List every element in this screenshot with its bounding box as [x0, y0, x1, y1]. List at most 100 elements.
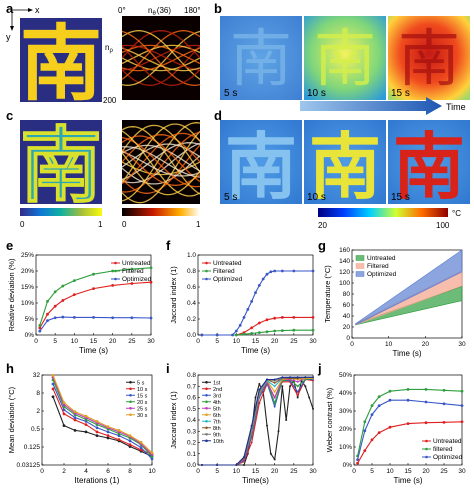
data-point — [73, 410, 77, 414]
time-label-d-3: 15 s — [391, 192, 410, 203]
data-point — [84, 430, 88, 434]
data-point — [130, 267, 134, 271]
legend-marker — [129, 380, 132, 384]
data-point — [406, 388, 410, 391]
legend-label: 2nd — [213, 387, 222, 393]
data-point — [265, 318, 269, 322]
result-glyph-c: 南 — [20, 121, 102, 212]
sinogram-curve — [122, 44, 200, 71]
data-point — [363, 429, 367, 433]
y-tick-label: 8 — [36, 390, 40, 397]
x-tick-label: 0 — [196, 468, 200, 475]
data-point — [388, 425, 392, 429]
colorbar-hot — [122, 208, 200, 216]
data-point — [117, 438, 121, 442]
data-point — [388, 389, 392, 393]
data-point — [254, 396, 257, 399]
data-point — [265, 272, 269, 276]
data-point — [231, 333, 234, 337]
data-point — [117, 428, 121, 432]
x-tick-label: 25 — [128, 338, 136, 345]
data-point — [257, 321, 261, 325]
data-point — [273, 458, 276, 461]
x-tick-label: 15 — [404, 468, 412, 475]
y-tick-label: 0% — [343, 462, 353, 469]
data-point — [356, 458, 359, 461]
legend-label: Filtered — [367, 263, 389, 270]
data-point — [250, 441, 253, 444]
chart-f: f 0 5 10 15 20 25 30 0.0 0.2 0.4 0.6 0.8 1.0 Time (s) J… — [166, 238, 317, 355]
data-point — [442, 402, 446, 406]
data-point — [269, 270, 273, 274]
thermal-b-15s-glyph: 南 — [398, 25, 460, 94]
y-tick-label: 0.1 — [187, 451, 196, 458]
y-tick-label: 0.2 — [187, 316, 196, 323]
y-tick-label: 0.4 — [187, 300, 196, 307]
x-axis-label: Time (s) — [79, 346, 108, 355]
legend-label: 30 s — [137, 413, 148, 419]
y-tick-label: 40% — [339, 390, 352, 397]
data-point — [308, 396, 311, 399]
legend-marker — [129, 413, 132, 417]
legend-label: 5th — [213, 406, 221, 412]
data-point — [280, 269, 284, 273]
data-point — [234, 329, 238, 333]
legend-label: 7th — [213, 419, 221, 425]
y-tick-label: 15% — [21, 284, 34, 291]
data-point — [149, 316, 153, 320]
sinogram-curve — [122, 130, 200, 197]
x-tick-label: 20 — [422, 341, 430, 348]
data-point — [242, 332, 246, 336]
x-tick-label: 30 — [458, 468, 466, 475]
legend-label: 10th — [213, 439, 224, 445]
charts-layer: e0 5 10 15 20 25 300%5%10%15%20%25%Time (s)Rel… — [6, 238, 466, 485]
data-point — [62, 405, 66, 409]
x-axis-label: Time (s) — [393, 476, 422, 485]
sinogram-curve — [122, 152, 200, 196]
legend-marker — [129, 400, 132, 404]
x-tick-label: 0 — [40, 468, 44, 475]
sinogram-curve — [122, 122, 200, 202]
thermal-d-10s-glyph: 南 — [309, 128, 381, 208]
legend-marker — [205, 400, 208, 404]
colorbar-temperature — [318, 208, 448, 217]
data-point — [292, 328, 296, 332]
data-point — [84, 419, 88, 423]
data-point — [61, 284, 65, 288]
x-tick-label: 0 — [34, 338, 38, 345]
legend-label: 6th — [213, 413, 221, 419]
data-point — [72, 279, 76, 282]
series-line — [52, 376, 153, 455]
legend-marker — [425, 447, 428, 451]
data-point — [424, 421, 428, 425]
y-tick-label: 0.5 — [31, 426, 40, 433]
data-point — [51, 387, 55, 391]
data-point — [238, 324, 242, 327]
y-tick-label: 1.0 — [187, 252, 196, 259]
axis-x-label: x — [35, 5, 40, 15]
sinogram-curve — [122, 148, 200, 186]
data-point — [311, 316, 315, 319]
data-point — [292, 316, 296, 319]
plot-frame — [197, 254, 314, 336]
legend-marker — [114, 261, 117, 265]
data-point — [281, 376, 284, 379]
y-tick-label: 40 — [343, 313, 351, 320]
panel-letter-j: j — [317, 361, 322, 376]
data-point — [200, 333, 204, 337]
panel-letter-h: h — [6, 361, 14, 376]
data-point — [377, 431, 381, 434]
data-point — [106, 425, 110, 429]
data-point — [246, 308, 250, 311]
data-point — [273, 269, 277, 273]
data-point — [257, 284, 261, 287]
data-point — [304, 376, 307, 379]
data-point — [130, 316, 134, 320]
y-tick-label: 0.6 — [187, 395, 196, 402]
sinogram-curve — [122, 44, 200, 65]
legend-marker — [205, 261, 208, 265]
y-tick-label: 10% — [21, 300, 34, 307]
data-point — [106, 434, 110, 438]
thermal-b-10s-glyph: 南 — [314, 25, 376, 94]
